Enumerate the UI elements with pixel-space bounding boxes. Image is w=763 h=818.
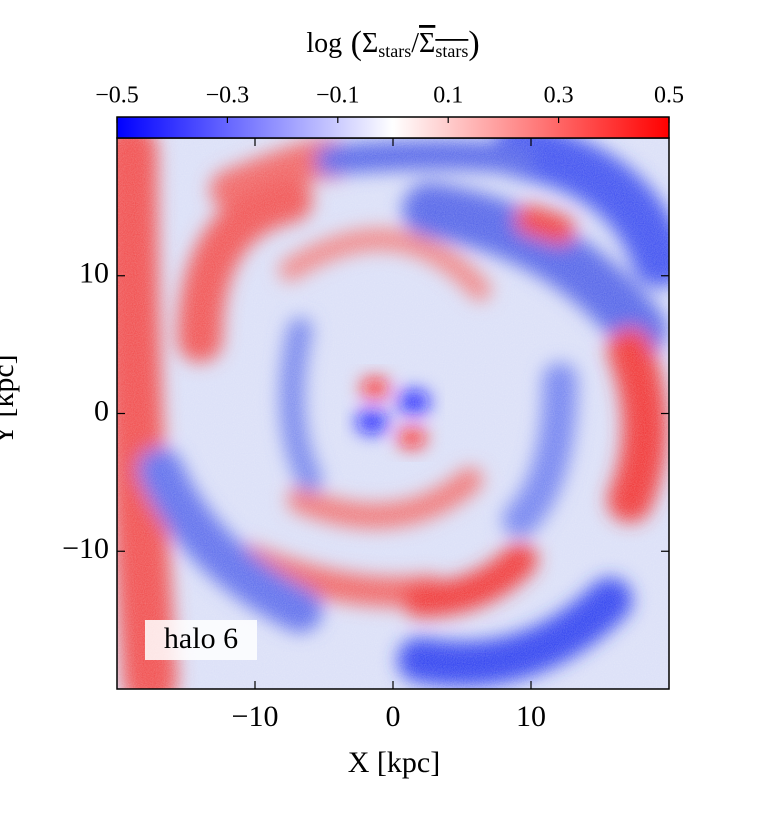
colorbar-label-subscript: stars — [378, 41, 411, 61]
density-map — [117, 138, 669, 689]
colorbar — [116, 116, 670, 139]
colorbar-label-symbol: Σ — [362, 28, 378, 59]
colorbar-label-subscript: stars — [435, 41, 468, 61]
colorbar-label-symbol: Σ — [419, 28, 435, 59]
colorbar-tick-label: 0.3 — [544, 83, 574, 109]
colorbar-tick-label: −0.3 — [206, 83, 250, 109]
y-tick-label: 10 — [79, 257, 109, 290]
x-tick-label: −10 — [232, 700, 279, 733]
colorbar-tick-label: 0.1 — [433, 83, 463, 109]
x-tick-label: 10 — [516, 700, 546, 733]
annotation: halo 6 — [164, 622, 238, 655]
colorbar-label: log (Σstars/Σstars) — [306, 25, 479, 62]
colorbar-label-function: log — [306, 28, 342, 59]
x-axis-label: X [kpc] — [348, 746, 440, 779]
annotation-box — [145, 620, 257, 660]
colorbar-tick-label: −0.1 — [316, 83, 360, 109]
colorbar-tick-label: −0.5 — [95, 83, 139, 109]
colorbar-tick-label: 0.5 — [654, 83, 684, 109]
y-tick-label: 0 — [94, 394, 109, 427]
y-tick-label: −10 — [62, 532, 109, 565]
x-tick-label: 0 — [386, 700, 401, 733]
y-axis-label: Y [kpc] — [0, 354, 20, 445]
